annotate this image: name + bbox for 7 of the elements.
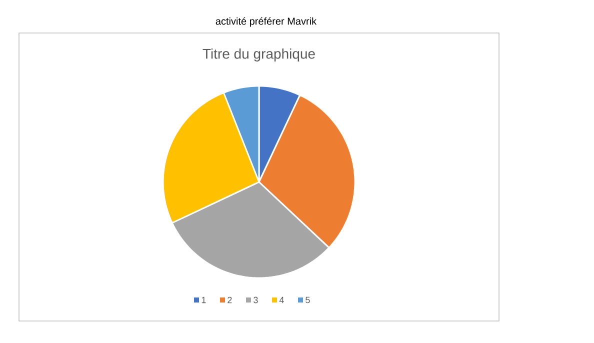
text: activité préférer Mavrik <box>216 17 317 27</box>
chart-title: Titre du graphique <box>202 48 315 62</box>
legend-label: 2 <box>228 296 232 304</box>
legend-label: 5 <box>306 296 310 304</box>
legend-label: 3 <box>254 296 258 304</box>
legend-label: 4 <box>279 296 284 304</box>
legend-label: 1 <box>202 296 206 304</box>
